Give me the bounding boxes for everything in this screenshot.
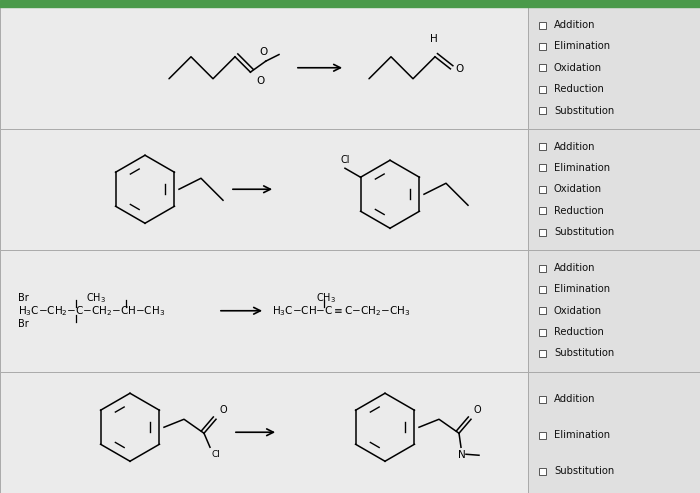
Text: Oxidation: Oxidation: [554, 63, 602, 73]
Bar: [538, 43, 545, 50]
Text: Addition: Addition: [554, 394, 596, 404]
Bar: [538, 467, 545, 474]
Bar: [0, 129, 528, 250]
Bar: [538, 207, 545, 214]
Text: Br: Br: [18, 293, 29, 303]
Text: N: N: [458, 450, 466, 460]
Bar: [538, 286, 545, 293]
Text: Reduction: Reduction: [554, 84, 604, 94]
Text: Reduction: Reduction: [554, 327, 604, 337]
Text: Substitution: Substitution: [554, 227, 615, 237]
Bar: [538, 432, 545, 439]
Text: Substitution: Substitution: [554, 466, 615, 476]
Text: Oxidation: Oxidation: [554, 184, 602, 194]
Text: H$_3$C$-$CH$-$C$\equiv$C$-$CH$_2$$-$CH$_3$: H$_3$C$-$CH$-$C$\equiv$C$-$CH$_2$$-$CH$_…: [272, 304, 410, 317]
Bar: [538, 64, 545, 71]
Text: O: O: [456, 64, 463, 74]
Bar: [538, 143, 545, 150]
Text: Addition: Addition: [554, 141, 596, 151]
Bar: [528, 250, 700, 372]
Text: O: O: [474, 405, 482, 415]
Text: O: O: [256, 76, 265, 86]
Text: Elimination: Elimination: [554, 430, 610, 440]
Bar: [0, 372, 528, 493]
Bar: [528, 7, 700, 129]
Bar: [538, 86, 545, 93]
Bar: [538, 329, 545, 336]
Bar: [538, 22, 545, 29]
Text: H$_3$C$-$CH$_2$$-$C$-$CH$_2$$-$CH$-$CH$_3$: H$_3$C$-$CH$_2$$-$C$-$CH$_2$$-$CH$-$CH$_…: [18, 304, 165, 317]
Bar: [0, 250, 528, 372]
Text: Oxidation: Oxidation: [554, 306, 602, 316]
Text: O: O: [260, 47, 268, 57]
Bar: [538, 396, 545, 403]
Text: Addition: Addition: [554, 20, 596, 30]
Bar: [528, 372, 700, 493]
Bar: [0, 7, 528, 129]
Text: Substitution: Substitution: [554, 349, 615, 358]
Bar: [538, 228, 545, 236]
Text: O: O: [219, 405, 227, 415]
Bar: [528, 129, 700, 250]
Text: Substitution: Substitution: [554, 106, 615, 115]
Text: Addition: Addition: [554, 263, 596, 273]
Bar: [538, 307, 545, 314]
Bar: [538, 265, 545, 272]
Text: CH$_3$: CH$_3$: [86, 291, 106, 305]
Text: Elimination: Elimination: [554, 41, 610, 51]
Text: Cl: Cl: [340, 155, 350, 165]
Text: Elimination: Elimination: [554, 284, 610, 294]
Text: H: H: [430, 34, 438, 44]
Text: Br: Br: [18, 319, 29, 329]
Bar: [538, 350, 545, 357]
Bar: [0, 0, 700, 7]
Bar: [538, 186, 545, 193]
Text: CH$_3$: CH$_3$: [316, 291, 336, 305]
Bar: [538, 164, 545, 172]
Text: Cl: Cl: [212, 450, 221, 459]
Text: Elimination: Elimination: [554, 163, 610, 173]
Bar: [538, 107, 545, 114]
Text: Reduction: Reduction: [554, 206, 604, 215]
